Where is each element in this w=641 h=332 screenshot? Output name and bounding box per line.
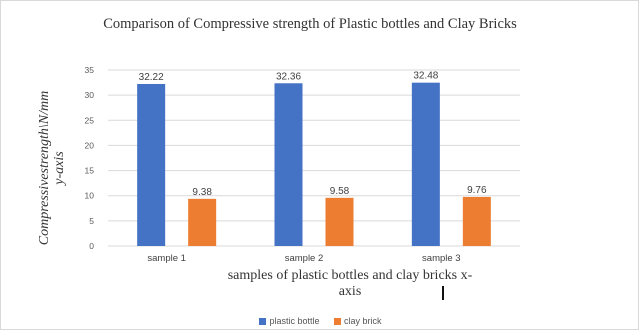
y-tick-label: 10: [85, 191, 95, 201]
x-axis-label: samples of plastic bottles and clay bric…: [227, 268, 473, 299]
data-label-clay-brick-1: 9.38: [192, 187, 212, 198]
legend-item-clay-brick: clay brick: [334, 316, 382, 326]
legend-item-plastic-bottle: plastic bottle: [259, 316, 320, 326]
legend-swatch-clay-brick: [334, 318, 342, 325]
y-tick-label: 0: [89, 241, 94, 251]
legend-label-clay-brick: clay brick: [344, 316, 382, 326]
chart-title: Comparison of Compressive strength of Pl…: [103, 16, 517, 32]
text-cursor: [442, 286, 444, 300]
bar-plastic-bottle-1: [137, 83, 166, 246]
chart-legend: plastic bottle clay brick: [0, 316, 641, 326]
y-tick-label: 25: [85, 115, 95, 125]
data-label-clay-brick-3: 9.76: [467, 185, 487, 196]
legend-label-plastic-bottle: plastic bottle: [269, 316, 320, 326]
x-tick-label: sample 2: [285, 253, 324, 264]
data-label-plastic-bottle-2: 32.36: [276, 71, 301, 82]
bar-clay-brick-3: [462, 196, 491, 246]
y-tick-label: 30: [85, 90, 95, 100]
data-label-clay-brick-2: 9.58: [330, 186, 350, 197]
bar-clay-brick-1: [188, 198, 217, 246]
data-label-plastic-bottle-1: 32.22: [139, 72, 164, 83]
legend-swatch-plastic-bottle: [259, 318, 267, 325]
x-tick-label: sample 1: [147, 253, 186, 264]
x-tick-label: sample 3: [422, 253, 461, 264]
bar-plastic-bottle-3: [411, 82, 440, 246]
y-tick-label: 35: [85, 65, 95, 75]
bar-clay-brick-2: [325, 197, 354, 246]
y-tick-label: 20: [85, 140, 95, 150]
y-tick-label: 5: [89, 216, 94, 226]
data-label-plastic-bottle-3: 32.48: [413, 71, 438, 82]
y-tick-label: 15: [85, 166, 95, 176]
bar-plastic-bottle-2: [274, 83, 303, 247]
